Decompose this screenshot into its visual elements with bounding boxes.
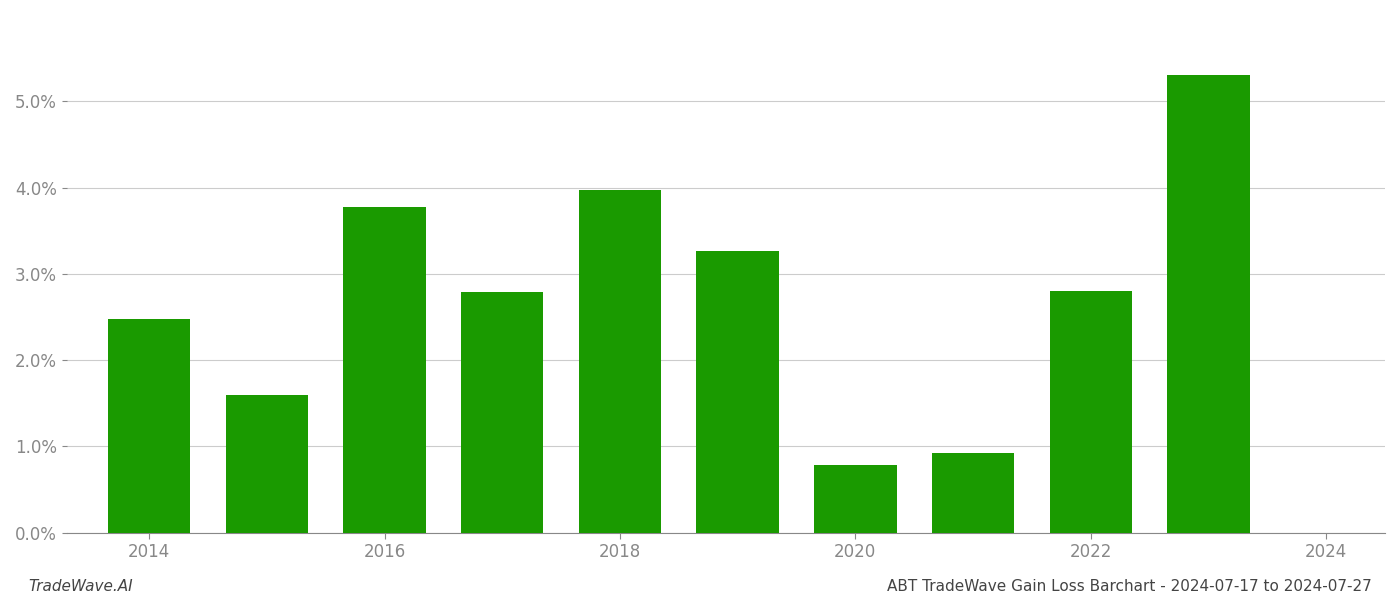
Text: TradeWave.AI: TradeWave.AI (28, 579, 133, 594)
Bar (1168, 76, 1250, 533)
Bar (225, 395, 308, 533)
Bar (578, 190, 661, 533)
Bar (932, 453, 1014, 533)
Bar (461, 292, 543, 533)
Bar (108, 319, 190, 533)
Bar (815, 465, 896, 533)
Bar (343, 208, 426, 533)
Text: ABT TradeWave Gain Loss Barchart - 2024-07-17 to 2024-07-27: ABT TradeWave Gain Loss Barchart - 2024-… (888, 579, 1372, 594)
Bar (1050, 291, 1133, 533)
Bar (696, 251, 778, 533)
